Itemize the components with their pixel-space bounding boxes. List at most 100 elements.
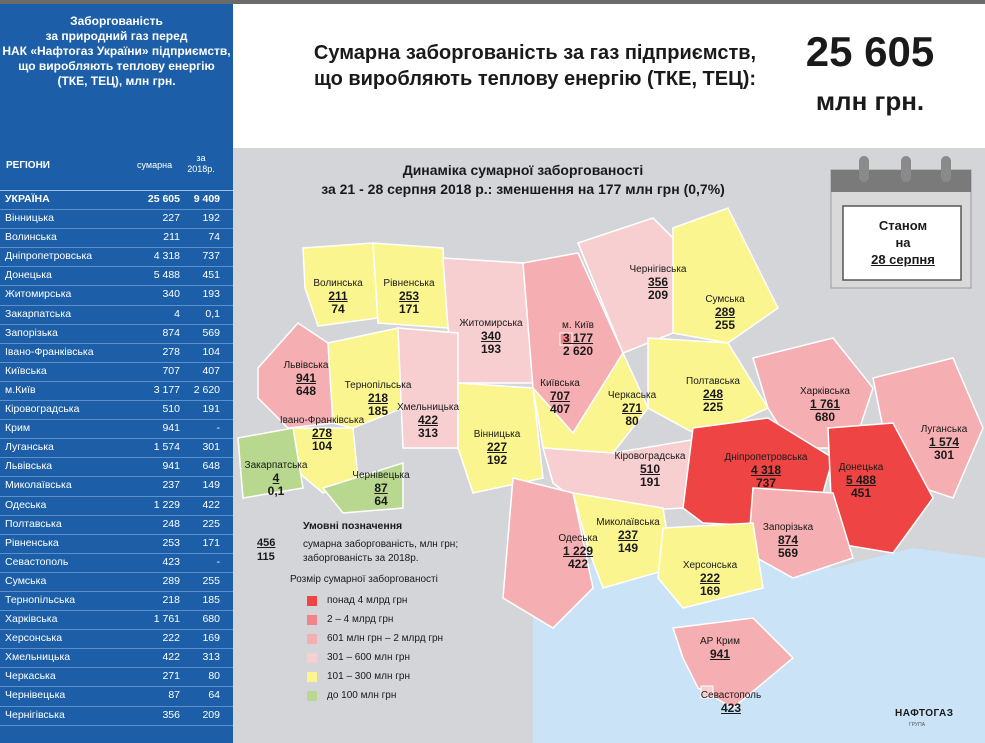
region-total: 941: [709, 647, 731, 661]
region-label: Вінницька 227 192: [474, 429, 521, 467]
region-name: Хмельницька: [396, 402, 460, 413]
row-sum: 222: [162, 632, 180, 645]
row-sum: 218: [162, 593, 180, 606]
region-zakarpattia-shape: [237, 427, 304, 499]
legend-bin-label: 2 – 4 млрд грн: [327, 614, 394, 625]
region-total: 253: [398, 289, 420, 303]
region-name: АР Крим: [700, 636, 740, 647]
calendar-date-value: 28 серпня: [871, 252, 935, 267]
region-label: Волинська 211 74: [313, 278, 362, 316]
map-shapes: [237, 156, 985, 743]
legend-bin-label: 601 млн грн – 2 млрд грн: [327, 633, 444, 644]
region-total: 289: [714, 305, 736, 319]
row-sum: 423: [162, 555, 180, 568]
region-name: Дніпропетровська: [724, 452, 808, 463]
region-label: Миколаївська 237 149: [596, 517, 660, 555]
region-total: 237: [617, 528, 639, 542]
row-region: Запорізька: [5, 326, 58, 339]
row-2018: -: [216, 555, 221, 568]
table-row: Чернівецька 87 64: [0, 687, 233, 707]
row-sum: 4: [174, 307, 180, 320]
region-label: Харківська 1 761 680: [800, 386, 850, 424]
row-region: Херсонська: [5, 632, 63, 645]
sidebar-title-line: що виробляють теплову енергію: [18, 59, 215, 73]
region-2018: 422: [567, 557, 589, 571]
region-label: Чернігівська 356 209: [630, 264, 687, 302]
legend-example-2018: 115: [257, 551, 275, 563]
region-label: Донецька 5 488 451: [839, 462, 884, 500]
row-sum: 510: [162, 403, 180, 416]
region-total: 1 229: [562, 544, 594, 558]
region-name: Волинська: [313, 278, 363, 289]
row-sum: 278: [162, 345, 180, 358]
region-label: Херсонська 222 169: [683, 560, 737, 598]
region-name: Харківська: [800, 386, 850, 397]
row-sum: 356: [162, 708, 180, 721]
region-label: Запорізька 874 569: [763, 522, 813, 560]
table-row: Севастополь 423 -: [0, 554, 233, 573]
row-region: Донецька: [5, 269, 52, 282]
row-region: Харківська: [5, 613, 58, 626]
row-2018: 80: [208, 670, 220, 683]
table-row: Донецька 5 488 451: [0, 267, 233, 287]
region-2018: 192: [486, 453, 508, 467]
region-name: Львівська: [283, 360, 329, 371]
region-total: 356: [647, 275, 669, 289]
region-total: 87: [374, 481, 388, 495]
sidebar-title: Заборгованість за природний газ перед НА…: [0, 14, 233, 89]
region-total: 5 488: [845, 473, 877, 487]
region-label: Хмельницька 422 313: [397, 402, 459, 440]
table-body: УКРАЇНА 25 605 9 409 Вінницька 227 192 Волинсь…: [0, 191, 233, 726]
row-2018: 192: [202, 212, 220, 225]
region-2018: 193: [480, 342, 502, 356]
region-kyiv-city-shape: [559, 332, 573, 346]
row-region: Чернівецька: [5, 689, 66, 702]
region-2018: 0,1: [267, 484, 285, 498]
region-label: Івано-Франківська 278 104: [280, 415, 364, 453]
table-row: Житомирська 340 193: [0, 286, 233, 306]
region-total: 278: [311, 426, 333, 440]
table-row: Харківська 1 761 680: [0, 611, 233, 631]
region-total: 1 761: [809, 397, 841, 411]
row-sum: 289: [162, 574, 180, 587]
region-total: 271: [621, 401, 643, 415]
row-sum: 248: [162, 517, 180, 530]
row-region: Крим: [5, 422, 31, 435]
region-odesa-shape: [502, 477, 594, 629]
region-label: Львівська 941 648: [284, 360, 329, 398]
legend-size-title: Розмір сумарної заборгованості: [290, 574, 438, 585]
table-row: Миколаївська 237 149: [0, 477, 233, 497]
legend-bin-label: понад 4 млрд грн: [327, 595, 408, 606]
region-total: 422: [417, 413, 439, 427]
row-region: Рівненська: [5, 536, 59, 549]
region-label: Сумська 289 255: [705, 294, 744, 332]
column-header-2018: за 2018р.: [186, 153, 216, 175]
region-total: 248: [702, 387, 724, 401]
row-2018: 422: [202, 498, 220, 511]
region-vinnytsia-shape: [457, 382, 544, 494]
row-sum: 211: [163, 231, 180, 244]
column-header-region: РЕГІОНИ: [6, 160, 50, 171]
legend-swatch: [307, 691, 317, 701]
row-region: Тернопільська: [5, 593, 76, 606]
legend-swatch: [307, 634, 317, 644]
region-name: Сумська: [705, 294, 745, 305]
row-region: Луганська: [5, 441, 54, 454]
table-row: Одеська 1 229 422: [0, 497, 233, 516]
row-2018: 407: [202, 364, 220, 377]
sidebar-debt-table: Заборгованість за природний газ перед НА…: [0, 4, 233, 743]
table-row: Кіровоградська 510 191: [0, 401, 233, 421]
region-name: Запорізька: [762, 522, 814, 533]
row-region: Львівська: [5, 460, 53, 473]
region-total: 707: [549, 389, 571, 403]
table-row: УКРАЇНА 25 605 9 409: [0, 191, 233, 211]
row-sum: 87: [168, 689, 180, 702]
region-total: 3 177: [562, 331, 594, 345]
row-2018: 648: [202, 460, 220, 473]
row-2018: 104: [202, 345, 220, 358]
column-header-2018-line2: 2018р.: [187, 164, 215, 174]
ukraine-map: [233, 148, 985, 743]
region-label: Закарпатська 4 0,1: [245, 460, 308, 498]
row-2018: 193: [202, 288, 220, 301]
row-region: Дніпропетровська: [5, 250, 93, 263]
